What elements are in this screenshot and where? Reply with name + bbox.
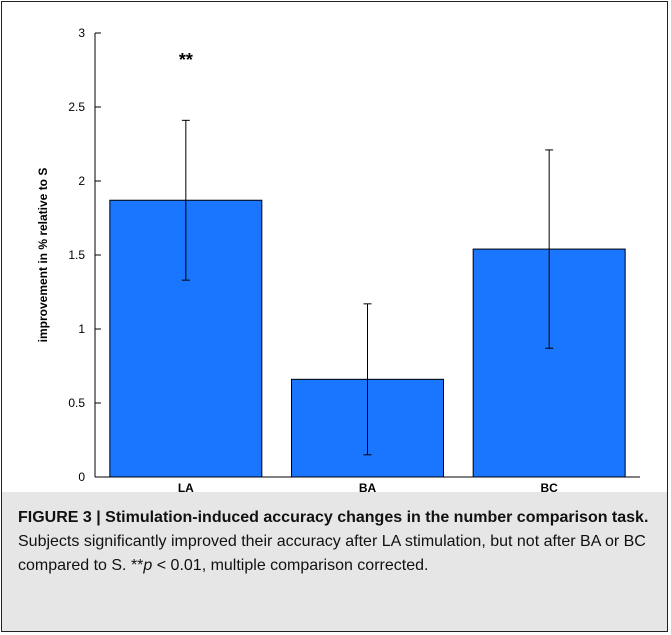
bar-chart: 0 0.5 1 1.5 2 2.5 3 improvement in % relative t… (36, 26, 640, 492)
significance-marker-la: ** (179, 50, 193, 70)
y-tick-label: 1.5 (68, 248, 85, 262)
y-tick-label: 3 (78, 26, 85, 40)
caption-title: FIGURE 3 | Stimulation-induced accuracy … (18, 509, 649, 526)
y-tick-label: 0.5 (68, 396, 85, 410)
x-tick-label-ba: BA (359, 481, 377, 492)
chart-labels: 0 0.5 1 1.5 2 2.5 3 improvement in % relative t… (36, 26, 558, 492)
y-axis-label: improvement in % relative to S (36, 168, 50, 343)
figure-caption: FIGURE 3 | Stimulation-induced accuracy … (18, 506, 653, 578)
caption-italic-p: p (143, 557, 153, 574)
y-tick-label: 0 (78, 470, 85, 484)
y-tick-label: 2 (78, 174, 85, 188)
caption-body-before: Subjects significantly improved their ac… (18, 533, 646, 574)
x-tick-label-la: LA (178, 481, 194, 492)
figure-caption-box: FIGURE 3 | Stimulation-induced accuracy … (1, 492, 668, 632)
y-tick-label: 1 (78, 322, 85, 336)
y-tick-label: 2.5 (68, 100, 85, 114)
caption-body-after: < 0.01, multiple comparison corrected. (152, 557, 429, 574)
x-tick-label-bc: BC (540, 481, 558, 492)
chart-error-bars (181, 119, 554, 456)
